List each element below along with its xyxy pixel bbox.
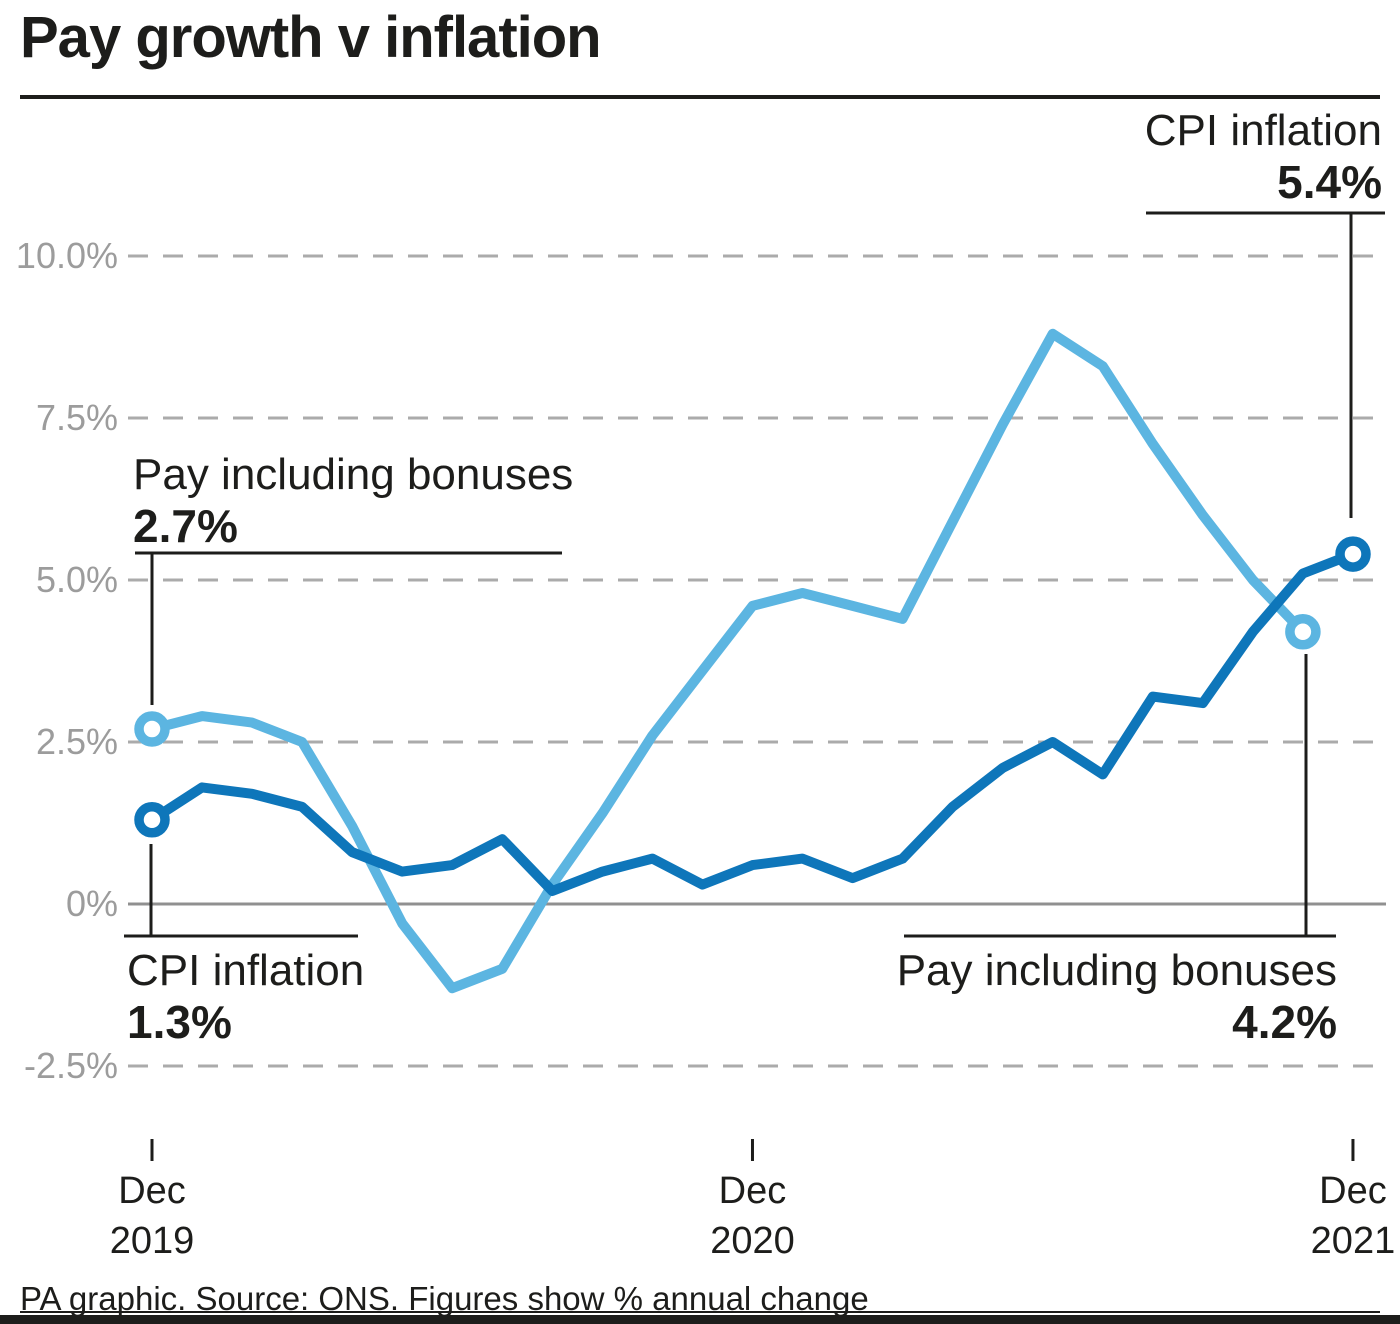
x-axis-label: Dec 2020 — [710, 1170, 795, 1262]
annotation-value: 1.3% — [127, 996, 232, 1048]
annotation-label: Pay including bonuses — [133, 450, 574, 499]
y-axis-label: 7.5% — [35, 397, 118, 438]
annotation-value: 4.2% — [1232, 996, 1337, 1048]
y-axis-label: 0% — [65, 883, 118, 924]
title-rule — [20, 95, 1380, 99]
page-title: Pay growth v inflation — [20, 5, 602, 70]
endpoint-circle — [134, 711, 170, 747]
y-axis-label: 10.0% — [15, 235, 118, 276]
annotation-pay-start: Pay including bonuses 2.7% — [133, 450, 573, 552]
annotation-label: CPI inflation — [127, 946, 365, 995]
pay-line — [150, 328, 1307, 994]
y-axis-label: -2.5% — [23, 1045, 118, 1086]
x-axis-label: Dec 2021 — [1310, 1170, 1396, 1262]
annotation-label: CPI inflation — [1144, 106, 1382, 155]
endpoint-circle — [134, 802, 170, 838]
y-axis-label: 5.0% — [35, 559, 118, 600]
annotation-pay-end: Pay including bonuses 4.2% — [897, 946, 1337, 1048]
bottom-bar — [0, 1315, 1400, 1324]
annotation-label: Pay including bonuses — [896, 946, 1337, 995]
annotation-cpi-start: CPI inflation 1.3% — [127, 946, 364, 1048]
footer-rule — [20, 1311, 1380, 1313]
endpoint-circle — [1335, 536, 1371, 572]
y-axis-label: 2.5% — [35, 721, 118, 762]
x-axis-label: Dec 2019 — [109, 1170, 195, 1262]
annotation-cpi-end: CPI inflation 5.4% — [1145, 106, 1382, 208]
source-credit: PA graphic. Source: ONS. Figures show % … — [20, 1280, 869, 1317]
endpoint-circle — [1285, 614, 1321, 650]
cpi-line — [149, 549, 1355, 896]
annotation-value: 5.4% — [1277, 156, 1382, 208]
annotation-value: 2.7% — [133, 500, 238, 552]
